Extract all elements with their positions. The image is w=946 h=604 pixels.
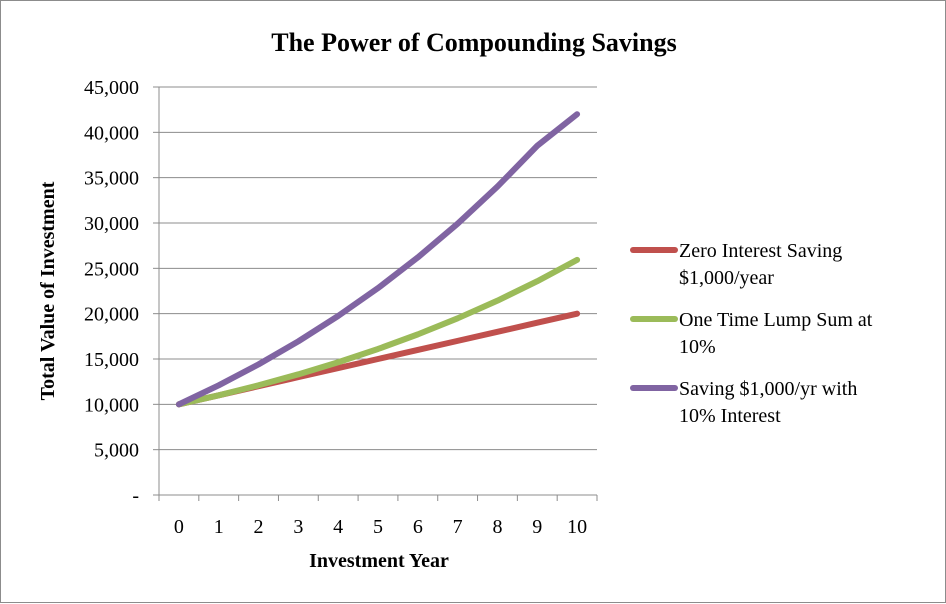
x-tick-label: 4 (333, 516, 343, 538)
y-tick-label: 40,000 (84, 122, 139, 144)
x-tick-label: 10 (567, 516, 587, 538)
legend: Zero Interest Saving $1,000/year One Time … (630, 240, 873, 427)
y-axis-ticks: - 5,000 10,000 15,000 20,000 25,000 30,000 35,0… (84, 77, 159, 507)
x-tick-label: 0 (174, 516, 184, 538)
y-axis-title: Total Value of Investment (37, 181, 59, 400)
y-tick-label: 45,000 (84, 77, 139, 99)
gridlines (159, 86, 597, 451)
legend-label: 10% Interest (679, 405, 781, 427)
x-tick-label: 2 (254, 516, 264, 538)
x-tick-label: 6 (413, 516, 423, 538)
y-tick-label: 35,000 (84, 168, 139, 190)
x-tick-label: 5 (373, 516, 383, 538)
series-line (175, 256, 581, 408)
x-tick-label: 1 (214, 516, 224, 538)
legend-label: Zero Interest Saving (679, 240, 842, 262)
x-tick-label: 3 (293, 516, 303, 538)
y-tick-label: 10,000 (84, 394, 139, 416)
y-tick-label: 15,000 (84, 349, 139, 371)
series-lines (175, 111, 581, 408)
y-tick-label: 20,000 (84, 304, 139, 326)
series-line (175, 111, 581, 408)
legend-label: 10% (679, 336, 716, 358)
x-axis-ticks: 0 1 2 3 4 5 6 7 8 9 10 (158, 495, 598, 538)
y-tick-label: 30,000 (84, 213, 139, 235)
axes (158, 87, 597, 496)
legend-label: $1,000/year (679, 267, 774, 289)
x-axis-title: Investment Year (309, 550, 449, 572)
x-tick-label: 7 (453, 516, 463, 538)
x-tick-label: 8 (492, 516, 502, 538)
chart-title: The Power of Compounding Savings (271, 28, 677, 57)
y-tick-label: 25,000 (84, 258, 139, 280)
legend-label: One Time Lump Sum at (679, 309, 873, 331)
y-tick-label: - (132, 485, 139, 507)
y-tick-label: 5,000 (94, 440, 139, 462)
legend-label: Saving $1,000/yr with (679, 378, 857, 400)
x-tick-label: 9 (532, 516, 542, 538)
